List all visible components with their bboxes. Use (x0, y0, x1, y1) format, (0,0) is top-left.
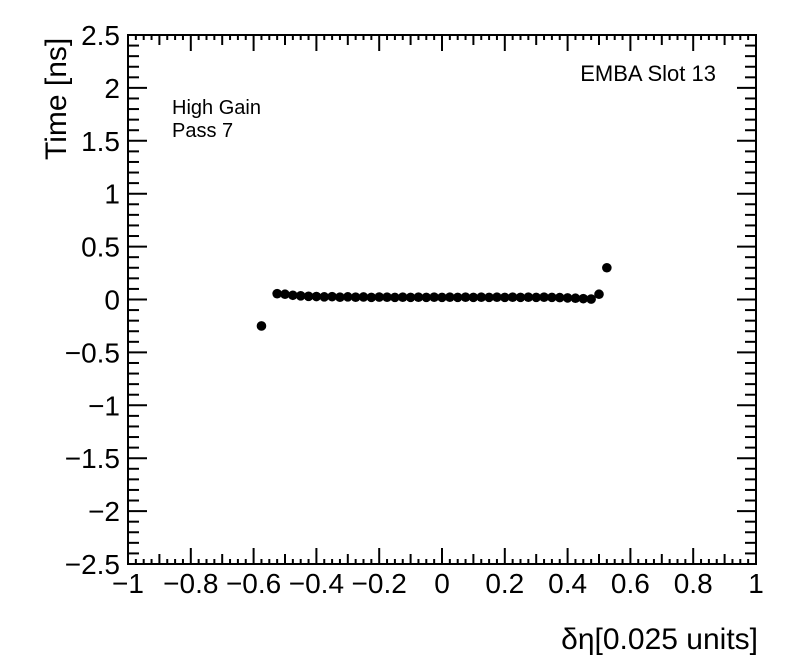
x-tick-label: −0.2 (352, 568, 407, 599)
data-point (374, 292, 385, 302)
data-point (288, 290, 298, 301)
data-point (295, 290, 306, 301)
y-tick-label: 1.5 (81, 126, 120, 157)
data-point (413, 292, 424, 302)
x-tick-label: 0.6 (611, 568, 650, 599)
data-point (343, 292, 353, 302)
x-tick-label: 0.2 (485, 568, 524, 599)
data-point (335, 292, 345, 302)
y-tick-label: −0.5 (65, 337, 120, 368)
data-point (602, 262, 612, 273)
x-tick-label: −0.4 (289, 568, 344, 599)
y-axis-title: Time [ns] (40, 38, 73, 160)
data-points (256, 262, 612, 331)
data-point (350, 292, 361, 302)
plot-frame (127, 34, 757, 565)
data-point (515, 292, 526, 303)
x-tick-label: −0.6 (226, 568, 281, 599)
x-tick-labels: −1 −0.8 −0.6 −0.4 −0.2 0 0.2 0.4 0.6 0.8 1 (112, 568, 764, 599)
data-point (562, 293, 573, 303)
data-point (492, 292, 502, 302)
data-point (303, 291, 314, 302)
data-point (547, 292, 557, 303)
data-point (319, 292, 330, 302)
x-tick-label: 1 (748, 568, 764, 599)
y-tick-labels: −2.5 −2 −1.5 −1 −0.5 0 0.5 1 1.5 2 2.5 (65, 20, 120, 580)
annotation-gain: High Gain (172, 97, 261, 119)
data-point (460, 292, 471, 302)
x-tick-label: −1 (112, 568, 144, 599)
annotation-pass: Pass 7 (172, 120, 233, 142)
y-tick-label: 2 (104, 73, 120, 104)
data-point (390, 292, 400, 303)
data-point (476, 292, 487, 302)
data-point (539, 292, 549, 302)
data-point (366, 292, 377, 303)
data-point (445, 292, 455, 302)
data-point (437, 292, 447, 303)
data-point (468, 292, 479, 303)
data-point (311, 291, 322, 302)
corner-label: EMBA Slot 13 (580, 61, 716, 86)
data-point (523, 292, 534, 302)
y-tick-label: 0 (104, 285, 120, 316)
x-tick-label: 0.8 (674, 568, 713, 599)
data-point (554, 292, 565, 303)
data-point (256, 321, 267, 331)
x-axis-title: δη[0.025 units] (561, 623, 758, 656)
y-tick-label: 0.5 (81, 232, 120, 263)
frame-rect (127, 34, 757, 565)
data-point (586, 294, 596, 304)
data-point (382, 292, 392, 302)
data-point (280, 289, 290, 300)
data-point (272, 288, 282, 299)
y-tick-label: −2.5 (65, 549, 120, 580)
data-point (500, 292, 510, 303)
y-tick-label: −1 (88, 390, 120, 421)
data-point (429, 292, 439, 302)
y-tick-label: −2 (88, 496, 120, 527)
data-point (578, 293, 589, 304)
data-point (358, 292, 369, 302)
y-tick-label: 1 (104, 179, 120, 210)
data-point (452, 292, 463, 303)
x-tick-label: 0.4 (548, 568, 587, 599)
data-point (327, 291, 337, 302)
data-point (421, 292, 432, 303)
data-point (405, 292, 416, 303)
x-tick-label: 0 (434, 568, 450, 599)
data-point (531, 292, 541, 303)
data-point (484, 292, 494, 303)
data-point (594, 289, 604, 300)
data-point (397, 292, 408, 302)
y-tick-label: 2.5 (81, 20, 120, 51)
y-tick-label: −1.5 (65, 443, 120, 474)
data-point (570, 293, 581, 304)
x-tick-label: −0.8 (163, 568, 218, 599)
data-point (507, 292, 518, 302)
